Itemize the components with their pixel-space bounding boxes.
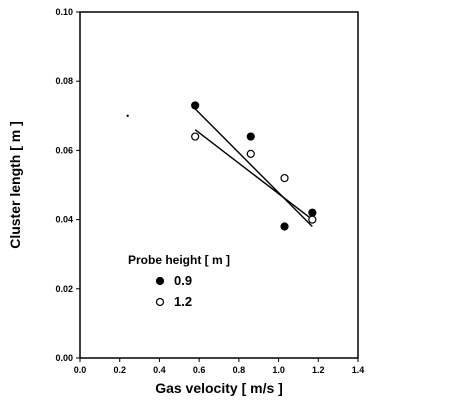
ticks-layer: 0.0 0.2 0.4 0.6 0.8 1.0 1.2 1.4 0.00 0.02 0.04 0.06… xyxy=(55,7,364,375)
y-tick-label: 0.08 xyxy=(55,76,73,86)
point-filled xyxy=(246,132,255,141)
legend-marker-filled xyxy=(155,276,165,286)
x-axis-title: Gas velocity [ m/s ] xyxy=(155,380,283,396)
data-points xyxy=(191,101,317,231)
x-tick-label: 0.6 xyxy=(193,365,206,375)
fit-line-series-1 xyxy=(194,129,313,221)
plot-frame xyxy=(79,11,359,359)
x-tick-label: 1.0 xyxy=(272,365,285,375)
legend-marker-open xyxy=(155,297,165,307)
point-open xyxy=(280,173,289,183)
fit-line-series-0 xyxy=(194,108,313,228)
annotations xyxy=(126,114,129,118)
x-tick-label: 0.8 xyxy=(233,365,246,375)
point-filled xyxy=(308,208,317,217)
x-tick-label: 0.0 xyxy=(74,365,87,375)
y-tick-label: 0.04 xyxy=(55,215,73,225)
legend-items: 0.91.2 xyxy=(155,273,192,309)
y-axis-title: Cluster length [ m ] xyxy=(7,121,23,249)
y-tick-label: 0.06 xyxy=(55,145,73,155)
point-filled xyxy=(280,222,289,231)
y-tick-label: 0.10 xyxy=(55,7,73,17)
point-filled xyxy=(191,101,200,110)
point-open xyxy=(191,132,200,141)
y-tick-label: 0.00 xyxy=(55,353,73,363)
point-open xyxy=(308,215,317,224)
legend-title: Probe height [ m ] xyxy=(128,253,230,267)
legend-label: 1.2 xyxy=(174,294,192,309)
stray-dot xyxy=(126,114,129,118)
y-tick-label: 0.02 xyxy=(55,284,73,294)
x-tick-label: 0.2 xyxy=(113,365,126,375)
legend-label: 0.9 xyxy=(174,273,192,288)
x-tick-label: 0.4 xyxy=(153,365,166,375)
point-open xyxy=(246,149,255,158)
x-tick-label: 1.4 xyxy=(352,365,365,375)
x-tick-label: 1.2 xyxy=(312,365,325,375)
fit-lines xyxy=(194,108,313,228)
legend: Probe height [ m ] 0.91.2 xyxy=(128,253,230,309)
